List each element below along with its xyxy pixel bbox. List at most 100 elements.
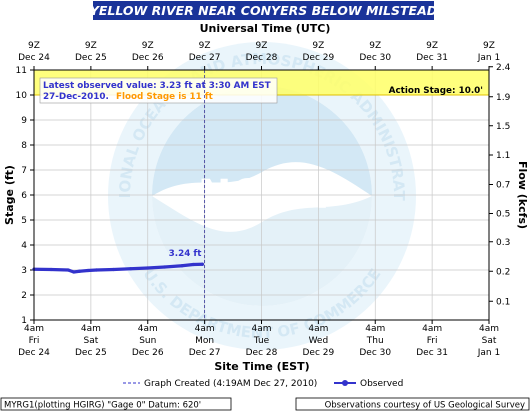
bottom-tick-day: Wed [309,336,329,346]
observed-point [191,262,195,267]
action-stage-band [34,70,489,104]
y-tick-label: 10 [16,91,28,101]
footer-left-box [0,397,232,411]
footer-right-box [295,397,530,411]
observed-point [163,265,167,269]
bottom-tick-time: 4am [365,324,385,334]
flow-tick-label: 0.7 [496,181,510,191]
bottom-tick-day: Sat [83,336,98,346]
latest-observed-date: 27-Dec-2010. [43,92,109,102]
y-tick-label: 8 [21,141,27,151]
bottom-tick-time: 4am [81,324,101,334]
observed-point [77,269,82,273]
y-tick-label: 11 [16,66,27,76]
y-tick-label: 7 [21,166,27,176]
flow-tick-label: 1.5 [496,122,510,132]
top-tick-date: Dec 28 [246,53,278,63]
top-tick-date: Dec 29 [303,53,335,63]
bottom-tick-time: 4am [195,324,215,334]
top-tick-date: Jan 1 [477,53,500,63]
observed-series: 3.24 ft [32,70,206,320]
bottom-tick-date: Dec 30 [359,348,391,358]
action-stage-label: Action Stage: 10.0' [389,86,483,96]
axis-ticks: 1 2 3 4 5 6 7 8 9 10 11 0.1 0.2 0.3 0.5 0.7 1.1 1.5 1.9 2.4… [16,41,511,358]
top-tick-hour: 9Z [142,41,154,51]
bottom-tick-date: Dec 28 [246,348,278,358]
bottom-tick-date: Dec 24 [18,348,50,358]
top-tick-hour: 9Z [426,41,438,51]
flow-tick-label: 1.9 [496,93,511,103]
observed-point [66,268,70,272]
bottom-tick-date: Dec 31 [416,348,448,358]
observed-point [112,267,116,272]
bottom-tick-date: Dec 27 [189,348,221,358]
observed-point [129,267,133,271]
bottom-tick-time: 4am [138,324,158,334]
top-tick-date: Dec 26 [132,53,164,63]
flow-tick-label: 0.3 [496,238,510,248]
title-bar [93,1,434,20]
flow-tick-label: 0.1 [496,297,510,307]
x-axis-label-site-time: Site Time (EST) [214,360,309,373]
bottom-tick-time: 4am [24,324,44,334]
y-tick-label: 4 [21,241,27,251]
bottom-tick-day: Sat [482,336,497,346]
top-tick-hour: 9Z [85,41,97,51]
top-tick-hour: 9Z [369,41,381,51]
y-tick-label: 6 [21,191,27,201]
bottom-tick-date: Jan 1 [477,348,500,358]
flow-tick-label: 1.1 [496,151,510,161]
y-tick-label: 3 [21,266,27,276]
footer-gage-info: MYRG1(plotting HGIRG) "Gage 0" Datum: 62… [4,401,201,411]
observed-point [72,270,76,274]
observed-point [94,268,99,272]
observed-point [49,267,53,272]
bottom-tick-day: Mon [195,336,214,346]
observed-point [146,266,150,270]
bottom-tick-day: Fri [427,336,438,346]
y-tick-label: 5 [21,216,27,226]
plot-border [33,69,490,321]
flow-tick-label: 0.5 [496,210,510,220]
bottom-tick-time: 4am [422,324,442,334]
bottom-tick-time: 4am [308,324,328,334]
latest-observed-text: Latest observed value: 3.23 ft at 3:30 A… [43,81,271,91]
bottom-tick-date: Dec 26 [132,348,164,358]
top-tick-hour: 9Z [199,41,211,51]
observed-point [180,264,184,268]
flood-stage-text: Flood Stage is 11 ft [116,92,213,102]
top-tick-date: Dec 27 [189,53,221,63]
y-axis-label-stage: Stage (ft) [3,165,16,225]
y-tick-label: 1 [21,316,27,326]
bottom-tick-day: Thu [366,336,384,346]
info-line-2: 27-Dec-2010. Flood Stage is 11 ft [43,92,213,102]
flow-tick-label: 2.4 [496,63,511,73]
bottom-tick-date: Dec 25 [75,348,107,358]
bottom-tick-date: Dec 29 [303,348,335,358]
legend: Graph Created (4:19AM Dec 27, 2010) Obse… [123,379,403,389]
bottom-tick-day: Tue [253,336,270,346]
info-box [39,77,278,104]
bottom-tick-day: Sun [139,336,156,346]
legend-observed: Observed [360,379,403,389]
bottom-tick-time: 4am [479,324,499,334]
top-tick-hour: 9Z [312,41,324,51]
observed-point [200,262,204,266]
top-tick-date: Dec 30 [359,53,391,63]
y-axis-label-flow: Flow (kcfs) [516,161,529,229]
top-tick-hour: 9Z [28,41,40,51]
bottom-tick-day: Fri [29,336,40,346]
flow-tick-label: 0.2 [496,267,510,277]
top-tick-date: Dec 24 [18,53,50,63]
peak-value-label: 3.24 ft [169,249,202,259]
top-tick-hour: 9Z [483,41,495,51]
y-tick-label: 9 [21,116,27,126]
grid-lines [34,70,489,320]
top-tick-date: Dec 31 [416,53,448,63]
legend-graph-created: Graph Created (4:19AM Dec 27, 2010) [144,379,317,389]
legend-observed-marker [342,380,348,386]
top-tick-date: Dec 25 [75,53,107,63]
top-tick-hour: 9Z [256,41,268,51]
bottom-tick-time: 4am [251,324,271,334]
